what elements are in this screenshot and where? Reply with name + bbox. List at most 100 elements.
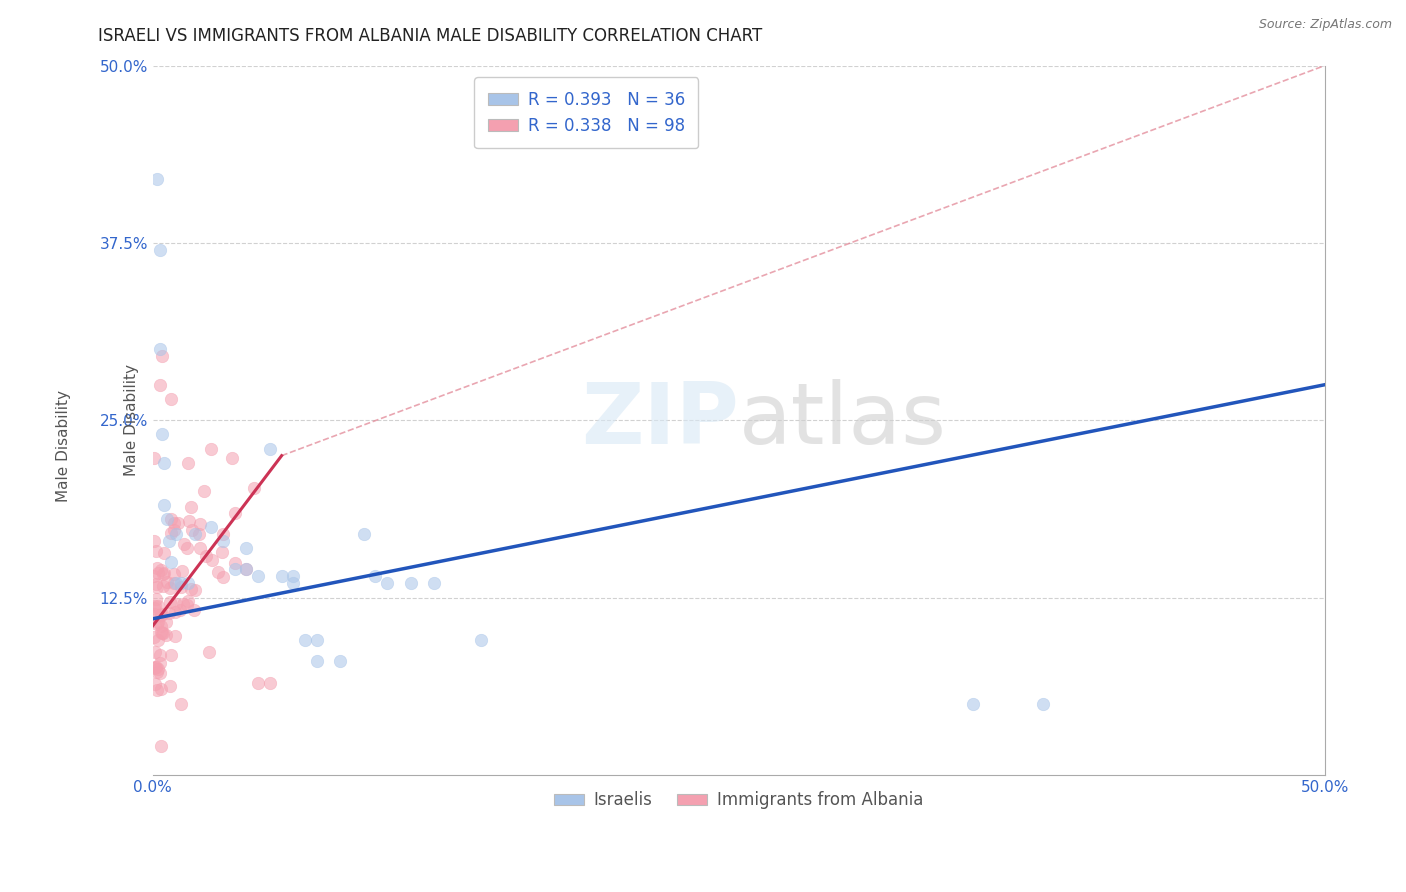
Point bbox=[146, 683, 169, 698]
Point bbox=[145, 617, 167, 632]
Point bbox=[156, 575, 179, 590]
Point bbox=[170, 581, 193, 595]
Point bbox=[170, 697, 193, 711]
Point bbox=[143, 661, 166, 675]
Point bbox=[160, 648, 183, 662]
Point bbox=[150, 625, 173, 640]
Point bbox=[148, 615, 170, 629]
Point bbox=[156, 512, 179, 526]
Point bbox=[294, 633, 316, 648]
Point bbox=[399, 576, 422, 591]
Point bbox=[152, 626, 174, 640]
Point bbox=[270, 569, 292, 583]
Point bbox=[145, 660, 167, 674]
Point bbox=[145, 544, 167, 558]
Point bbox=[163, 566, 186, 581]
Point bbox=[423, 576, 446, 591]
Point bbox=[305, 633, 328, 648]
Point bbox=[247, 675, 270, 690]
Point bbox=[150, 563, 173, 577]
Point bbox=[176, 594, 198, 608]
Point bbox=[150, 608, 173, 623]
Point bbox=[143, 599, 166, 613]
Point bbox=[146, 580, 169, 594]
Point bbox=[146, 633, 169, 648]
Point bbox=[159, 581, 181, 595]
Point bbox=[150, 607, 173, 621]
Point bbox=[181, 523, 204, 537]
Point bbox=[173, 537, 195, 551]
Point bbox=[145, 592, 167, 607]
Point bbox=[152, 546, 174, 560]
Point bbox=[184, 526, 207, 541]
Point bbox=[146, 599, 169, 614]
Point bbox=[153, 456, 176, 470]
Point bbox=[153, 566, 176, 580]
Point bbox=[176, 598, 198, 612]
Point bbox=[305, 654, 328, 668]
Point bbox=[259, 442, 281, 456]
Point bbox=[1032, 697, 1054, 711]
Point bbox=[177, 514, 200, 528]
Point bbox=[188, 526, 211, 541]
Point bbox=[159, 595, 181, 609]
Point bbox=[212, 533, 235, 548]
Point bbox=[152, 578, 174, 592]
Point bbox=[194, 549, 217, 563]
Point bbox=[143, 677, 166, 691]
Point bbox=[211, 545, 233, 559]
Point bbox=[150, 350, 173, 364]
Point bbox=[163, 605, 186, 619]
Point bbox=[142, 600, 165, 615]
Text: ISRAELI VS IMMIGRANTS FROM ALBANIA MALE DISABILITY CORRELATION CHART: ISRAELI VS IMMIGRANTS FROM ALBANIA MALE … bbox=[98, 27, 762, 45]
Point bbox=[180, 582, 202, 597]
Point bbox=[157, 606, 180, 620]
Point bbox=[143, 568, 166, 582]
Point bbox=[149, 648, 172, 663]
Point bbox=[224, 506, 246, 520]
Point bbox=[235, 541, 257, 555]
Point bbox=[160, 392, 183, 406]
Point bbox=[149, 343, 172, 357]
Text: atlas: atlas bbox=[738, 379, 946, 462]
Point bbox=[157, 533, 180, 548]
Point bbox=[155, 628, 177, 642]
Text: Male Disability: Male Disability bbox=[56, 390, 70, 502]
Y-axis label: Male Disability: Male Disability bbox=[124, 364, 139, 476]
Point bbox=[160, 525, 183, 540]
Point bbox=[193, 484, 215, 499]
Point bbox=[165, 576, 187, 591]
Point bbox=[146, 561, 169, 575]
Point bbox=[150, 739, 173, 754]
Point bbox=[364, 569, 387, 583]
Point bbox=[150, 427, 173, 442]
Point bbox=[170, 564, 193, 578]
Point bbox=[177, 456, 200, 470]
Point bbox=[962, 697, 984, 711]
Point bbox=[143, 630, 166, 644]
Point bbox=[201, 553, 224, 567]
Point bbox=[149, 657, 172, 671]
Point bbox=[183, 603, 205, 617]
Point bbox=[198, 645, 221, 659]
Point bbox=[149, 618, 172, 632]
Point bbox=[153, 498, 176, 512]
Point bbox=[200, 442, 222, 456]
Point bbox=[142, 608, 165, 623]
Point bbox=[167, 516, 190, 530]
Point bbox=[146, 662, 169, 676]
Point bbox=[235, 562, 257, 576]
Point bbox=[200, 519, 222, 533]
Point bbox=[146, 172, 169, 186]
Point bbox=[247, 569, 270, 583]
Point bbox=[163, 523, 186, 537]
Point bbox=[163, 629, 186, 643]
Point bbox=[188, 517, 211, 532]
Point bbox=[283, 576, 305, 591]
Point bbox=[142, 607, 165, 621]
Point bbox=[143, 660, 166, 674]
Point bbox=[149, 243, 172, 257]
Point bbox=[149, 682, 172, 697]
Point bbox=[329, 654, 352, 668]
Point bbox=[207, 565, 229, 579]
